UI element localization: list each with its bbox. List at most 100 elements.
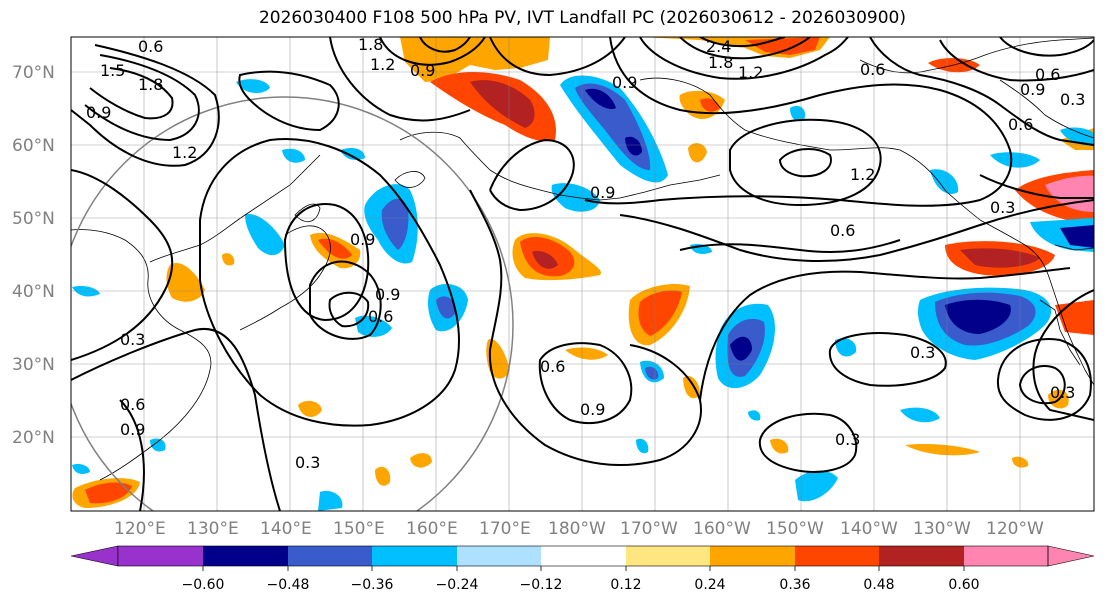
lon-label: 130°W	[913, 519, 971, 539]
lon-label: 180°W	[548, 519, 606, 539]
pv-contour	[939, 39, 1094, 82]
lat-label: 50°N	[12, 209, 55, 229]
pv-contour	[329, 37, 471, 122]
pv-contour	[619, 199, 1094, 263]
anomaly-patch	[683, 375, 700, 399]
lon-label: 150°W	[766, 519, 824, 539]
anomaly-patch	[355, 315, 392, 337]
colorbar-segment	[118, 546, 203, 566]
pv-contour	[729, 118, 882, 207]
pv-contour	[283, 203, 370, 322]
anomaly-patch	[748, 410, 761, 421]
anomaly-patch	[486, 339, 510, 379]
colorbar-tick-label: 0.48	[863, 577, 894, 593]
contour-label: 0.9	[410, 61, 435, 80]
pv-contour	[639, 37, 849, 80]
anomaly-patch	[730, 336, 752, 361]
map-border	[70, 36, 1095, 512]
colorbar-tick-label: 0.60	[948, 577, 979, 593]
lon-label: 120°E	[114, 519, 166, 539]
contour-label: 0.9	[350, 230, 375, 249]
pv-contour	[199, 138, 461, 427]
pv-contour	[469, 189, 702, 466]
anomaly-patch	[166, 262, 205, 302]
coastlines	[71, 37, 1094, 481]
anomaly-patch	[410, 453, 432, 468]
contour-label: 0.6	[368, 307, 393, 326]
anomaly-patch	[318, 238, 352, 259]
colorbar: −0.60 −0.48 −0.36 −0.24 −0.12 0.12 0.24 …	[70, 545, 1095, 593]
colorbar-segment	[457, 546, 541, 566]
anomaly-patch	[85, 482, 132, 504]
colorbar-tick-label: −0.48	[267, 577, 310, 593]
anomaly-patch	[770, 438, 789, 454]
anomaly-patch	[835, 338, 857, 357]
pv-contour	[584, 37, 1013, 207]
anomaly-patch	[945, 299, 1011, 334]
contour-label: 0.9	[580, 400, 605, 419]
contour-label: 0.9	[375, 285, 400, 304]
anomaly-patch	[236, 79, 270, 94]
anomaly-patch	[470, 80, 535, 128]
contour-labels: 0.6 1.5 1.8 0.9 1.2 1.8 1.2 0.9 2.4 1.8 …	[86, 35, 1085, 472]
contour-label: 1.2	[850, 165, 875, 184]
contour-label: 0.9	[590, 183, 615, 202]
colorbar-segment	[964, 546, 1048, 566]
anomaly-patch	[381, 198, 409, 250]
pv-contour	[996, 338, 1092, 421]
anomaly-patch	[1045, 175, 1094, 212]
pv-contour	[679, 37, 811, 60]
contour-label: 0.6	[830, 221, 855, 240]
anomaly-patch	[222, 253, 235, 266]
contour-label: 0.9	[612, 73, 637, 92]
anomaly-patch	[636, 438, 649, 454]
contour-label: 2.4	[706, 37, 731, 56]
contour-label: 0.3	[990, 198, 1015, 217]
anomaly-patch	[688, 143, 707, 163]
coastline	[1054, 244, 1094, 251]
coastline	[149, 154, 321, 263]
lat-label: 30°N	[12, 355, 55, 375]
coastline	[71, 229, 212, 481]
coastline	[239, 225, 331, 331]
gridlines	[71, 37, 1094, 511]
colorbar-outline	[117, 545, 1049, 567]
coastline	[294, 203, 321, 223]
coastline	[859, 37, 1094, 74]
contour-label: 1.2	[172, 143, 197, 162]
pv-contour	[119, 399, 145, 511]
pv-contours	[71, 37, 1094, 511]
pv-contour	[71, 327, 281, 511]
lon-label: 120°W	[986, 519, 1044, 539]
contour-label: 0.3	[120, 330, 145, 349]
anomaly-patch	[795, 470, 838, 502]
anomaly-patch	[340, 147, 365, 160]
anomaly-patch	[282, 148, 305, 163]
anomaly-patch	[905, 443, 980, 456]
contour-label: 0.9	[120, 420, 145, 439]
coastline	[999, 79, 1094, 139]
anomaly-patch	[532, 250, 558, 269]
contour-label: 1.8	[138, 75, 163, 94]
anomaly-patch	[1060, 225, 1094, 248]
colorbar-tick-label: −0.36	[351, 577, 394, 593]
colorbar-tick-label: −0.24	[436, 577, 479, 593]
anomaly-patch	[245, 214, 285, 256]
lat-label: 60°N	[12, 136, 55, 156]
anomaly-patch	[900, 407, 940, 423]
anomaly-patch	[318, 490, 343, 511]
pv-contour	[309, 260, 382, 340]
contour-label: 0.9	[86, 103, 111, 122]
pv-contour	[489, 138, 575, 212]
pv-contour	[679, 239, 901, 253]
contour-label: 1.2	[738, 63, 763, 82]
anomaly-patch	[638, 290, 682, 336]
contour-label: 1.8	[358, 35, 383, 54]
anomaly-patch	[1060, 127, 1094, 146]
coastline	[639, 77, 981, 221]
lat-labels: 70°N 60°N 50°N 40°N 30°N 20°N	[12, 63, 55, 448]
lat-label: 40°N	[12, 282, 55, 302]
contour-label: 0.3	[1050, 383, 1075, 402]
pv-contour	[828, 332, 947, 387]
colorbar-segment	[372, 546, 457, 566]
